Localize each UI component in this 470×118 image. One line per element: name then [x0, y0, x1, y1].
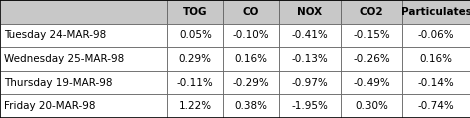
Bar	[341, 24, 402, 47]
Text: 0.16%: 0.16%	[420, 54, 453, 64]
Text: -0.29%: -0.29%	[233, 78, 269, 88]
Bar	[402, 47, 470, 71]
Text: CO: CO	[243, 7, 259, 17]
Bar	[279, 0, 341, 24]
Bar	[341, 71, 402, 94]
Text: -0.49%: -0.49%	[353, 78, 390, 88]
Text: 1.22%: 1.22%	[179, 101, 212, 111]
Bar	[0, 0, 167, 24]
Bar	[167, 0, 223, 24]
Text: -0.10%: -0.10%	[233, 30, 269, 40]
Bar	[279, 24, 341, 47]
Bar	[0, 71, 167, 94]
Bar	[0, 47, 167, 71]
Text: CO2: CO2	[360, 7, 384, 17]
Text: NOX: NOX	[298, 7, 322, 17]
Bar	[279, 71, 341, 94]
Text: -0.15%: -0.15%	[353, 30, 390, 40]
Bar	[279, 94, 341, 118]
Bar	[341, 0, 402, 24]
Bar	[167, 71, 223, 94]
Text: -0.14%: -0.14%	[418, 78, 454, 88]
Bar	[402, 24, 470, 47]
Text: 0.16%: 0.16%	[235, 54, 267, 64]
Bar	[223, 0, 279, 24]
Bar	[223, 94, 279, 118]
Text: -0.26%: -0.26%	[353, 54, 390, 64]
Text: -0.11%: -0.11%	[177, 78, 214, 88]
Text: 0.30%: 0.30%	[355, 101, 388, 111]
Bar	[402, 0, 470, 24]
Text: -0.97%: -0.97%	[291, 78, 328, 88]
Text: -0.41%: -0.41%	[291, 30, 328, 40]
Bar	[279, 47, 341, 71]
Text: 0.38%: 0.38%	[235, 101, 267, 111]
Text: Tuesday 24-MAR-98: Tuesday 24-MAR-98	[4, 30, 106, 40]
Bar	[167, 24, 223, 47]
Bar	[402, 71, 470, 94]
Text: TOG: TOG	[183, 7, 208, 17]
Text: -0.06%: -0.06%	[418, 30, 454, 40]
Text: Friday 20-MAR-98: Friday 20-MAR-98	[4, 101, 95, 111]
Bar	[167, 47, 223, 71]
Bar	[223, 71, 279, 94]
Text: -0.13%: -0.13%	[291, 54, 328, 64]
Text: 0.29%: 0.29%	[179, 54, 212, 64]
Text: -1.95%: -1.95%	[291, 101, 329, 111]
Bar	[223, 47, 279, 71]
Text: 0.05%: 0.05%	[179, 30, 212, 40]
Bar	[341, 47, 402, 71]
Bar	[223, 24, 279, 47]
Text: Thursday 19-MAR-98: Thursday 19-MAR-98	[4, 78, 112, 88]
Bar	[167, 94, 223, 118]
Bar	[0, 24, 167, 47]
Bar	[341, 94, 402, 118]
Text: -0.74%: -0.74%	[418, 101, 454, 111]
Bar	[402, 94, 470, 118]
Bar	[0, 94, 167, 118]
Text: Particulates: Particulates	[401, 7, 470, 17]
Text: Wednesday 25-MAR-98: Wednesday 25-MAR-98	[4, 54, 124, 64]
